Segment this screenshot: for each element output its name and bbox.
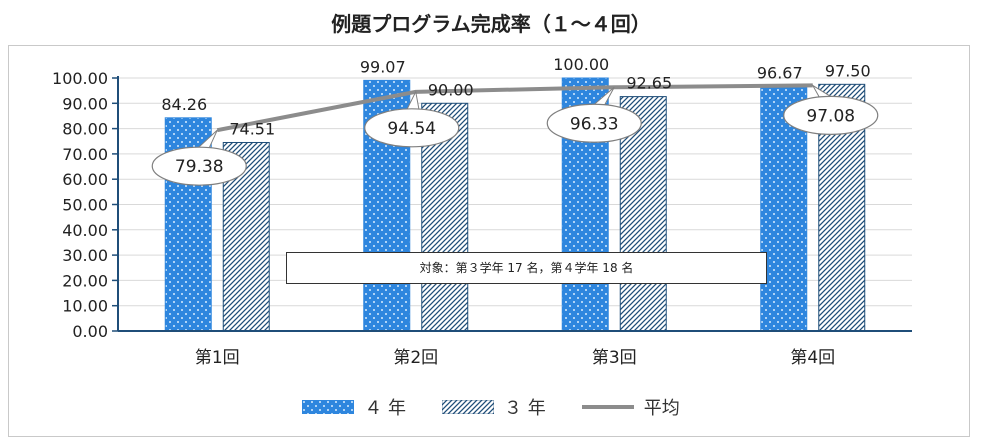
x-tick-label: 第2回 [393,348,438,368]
y-tick-label: 90.00 [62,94,108,113]
legend-label-3rd-year: ３ 年 [504,398,546,419]
average-value-label: 96.33 [570,114,619,134]
average-value-label: 94.54 [387,119,436,139]
y-tick-label: 30.00 [62,246,108,265]
legend-line-average [581,405,634,409]
y-tick-label: 50.00 [62,196,108,215]
bar-value-label: 100.00 [553,55,609,74]
x-tick-label: 第4回 [790,348,835,368]
average-callout [783,95,879,135]
axis-layer: 0.00 10.00 20.00 30.00 40.00 50.00 60.00 70.00 8… [52,69,912,368]
average-callout [364,108,460,148]
legend-swatch-dots [302,400,355,414]
legend-item-average: 平均 [581,394,680,420]
average-value-label: 97.08 [806,106,855,126]
y-tick-label: 40.00 [62,221,108,240]
chart-title: 例題プログラム完成率（１～４回） [331,12,651,36]
average-line [216,83,813,133]
plot-frame [8,45,970,437]
y-tick-label: 10.00 [62,297,108,316]
legend: ４ 年 ３ 年 平均 [0,392,982,422]
y-tick-label: 80.00 [62,120,108,139]
bar-value-label: 92.65 [626,74,672,93]
annotation-box: 対象：第３学年 17 名，第４学年 18 名 [286,252,767,284]
legend-swatch-hatch [442,400,494,414]
legend-item-4th-year: ４ 年 [302,394,406,420]
legend-item-3rd-year: ３ 年 [442,394,546,420]
bar-value-label: 96.67 [757,63,803,82]
bar-value-label: 74.51 [229,119,275,138]
bar-value-label: 97.50 [825,61,871,80]
legend-label-4th-year: ４ 年 [364,398,406,419]
bar-value-label: 84.26 [161,95,207,114]
label-layer: 84.26 74.51 99.07 90.00 100.00 92.65 96.67 97.5… [151,55,879,186]
y-tick-label: 70.00 [62,145,108,164]
x-tick-label: 第3回 [592,348,637,368]
y-tick-label: 100.00 [52,69,108,88]
bar-value-label: 99.07 [360,57,406,76]
line-layer [216,83,813,133]
y-tick-label: 20.00 [62,271,108,290]
x-tick-label: 第1回 [195,348,240,368]
average-callout [546,103,642,143]
average-value-label: 79.38 [175,157,224,177]
legend-label-average: 平均 [643,398,680,419]
average-callout [151,146,247,186]
y-tick-label: 0.00 [72,322,108,341]
y-tick-label: 60.00 [62,170,108,189]
bar-value-label: 90.00 [428,80,474,99]
